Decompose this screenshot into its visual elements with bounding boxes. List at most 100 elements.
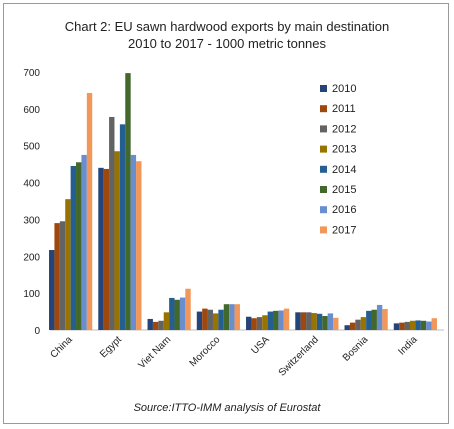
- bar: [223, 304, 230, 330]
- chart-frame: Chart 2: EU sawn hardwood exports by mai…: [3, 3, 449, 424]
- bar: [218, 309, 224, 330]
- category-label: Egypt: [98, 334, 124, 360]
- bar: [333, 317, 339, 330]
- category-label: Morocco: [188, 334, 223, 369]
- bar: [179, 297, 186, 330]
- bar: [54, 223, 60, 330]
- bar: [65, 199, 71, 330]
- bar: [295, 312, 301, 330]
- bar: [256, 317, 263, 330]
- bar: [267, 311, 274, 330]
- bar: [196, 311, 203, 330]
- category-label: India: [396, 334, 419, 357]
- legend-label: 2017: [332, 224, 356, 236]
- legend-label: 2014: [332, 164, 356, 176]
- legend-label: 2011: [332, 103, 356, 115]
- y-tick-label: 700: [23, 68, 40, 79]
- bar: [306, 312, 312, 330]
- bar: [251, 318, 257, 330]
- legend-label: 2010: [332, 83, 356, 95]
- bar: [360, 317, 367, 330]
- bar: [399, 322, 405, 330]
- chart-title-line2: 2010 to 2017 - 1000 metric tonnes: [127, 36, 327, 51]
- bar: [229, 304, 235, 330]
- bar: [311, 313, 317, 330]
- y-tick-label: 500: [23, 142, 40, 153]
- legend-swatch: [320, 165, 327, 173]
- bar: [322, 315, 328, 330]
- bar: [98, 167, 104, 330]
- bar: [103, 168, 110, 330]
- bar: [393, 323, 400, 330]
- y-tick-label: 300: [23, 215, 40, 226]
- category-label: Bosnia: [341, 334, 371, 364]
- y-tick-label: 400: [23, 179, 40, 190]
- y-tick-label: 200: [23, 252, 40, 263]
- bar: [174, 299, 180, 330]
- bar: [185, 288, 191, 330]
- legend-swatch: [320, 145, 327, 153]
- bar: [376, 304, 383, 330]
- bar: [246, 316, 252, 330]
- bar: [366, 310, 372, 330]
- bar: [344, 325, 350, 330]
- source-note: Source:ITTO-IMM analysis of Eurostat: [133, 402, 321, 414]
- bar: [163, 312, 170, 330]
- bar: [76, 162, 82, 330]
- category-label: China: [48, 334, 75, 361]
- bar: [234, 304, 240, 330]
- bar: [119, 124, 126, 330]
- bar: [169, 297, 175, 330]
- y-tick-label: 600: [23, 105, 40, 116]
- legend-swatch: [320, 85, 327, 92]
- bar: [300, 312, 307, 330]
- bar: [70, 165, 77, 330]
- legend-swatch: [320, 105, 327, 113]
- legend-swatch: [320, 206, 327, 214]
- bar: [59, 221, 66, 330]
- bar: [420, 320, 427, 330]
- category-label: USA: [249, 334, 272, 357]
- bar: [349, 322, 356, 330]
- bar: [283, 308, 290, 330]
- bar: [81, 154, 87, 330]
- bar: [109, 116, 115, 330]
- legend-label: 2015: [332, 184, 356, 196]
- bar: [327, 313, 334, 330]
- bar: [404, 321, 410, 330]
- chart-title-line1: Chart 2: EU sawn hardwood exports by mai…: [64, 19, 390, 34]
- bar: [371, 309, 377, 330]
- y-tick-label: 100: [23, 289, 40, 300]
- bar: [273, 310, 279, 330]
- bar: [212, 313, 219, 330]
- bar: [355, 319, 361, 330]
- bar-chart: 0 100 200 300 400 500 600 700 China Egypt Viet Nam…: [23, 68, 444, 379]
- bar: [278, 310, 284, 330]
- category-label: Viet Nam: [137, 334, 174, 371]
- bar: [147, 318, 153, 330]
- legend-label: 2016: [332, 204, 356, 216]
- legend-label: 2013: [332, 144, 356, 156]
- bar: [86, 93, 93, 330]
- bar: [207, 309, 213, 330]
- bar: [202, 308, 208, 330]
- y-tick-label: 0: [34, 326, 40, 337]
- bar: [316, 313, 323, 330]
- bar: [125, 73, 131, 330]
- legend-swatch: [320, 125, 327, 133]
- legend-label: 2012: [332, 123, 356, 135]
- legend-swatch: [320, 186, 327, 193]
- category-label: Switzerland: [277, 334, 321, 378]
- chart-title: Chart 2: EU sawn hardwood exports by mai…: [4, 18, 450, 52]
- bar: [130, 154, 137, 330]
- bar: [431, 318, 437, 330]
- bar: [152, 321, 159, 330]
- bar: [158, 320, 164, 330]
- bar: [382, 308, 388, 330]
- bar: [426, 321, 432, 330]
- bar: [262, 315, 268, 330]
- bar: [415, 320, 421, 330]
- bar: [114, 151, 120, 330]
- bar: [49, 250, 55, 330]
- bar: [136, 161, 142, 330]
